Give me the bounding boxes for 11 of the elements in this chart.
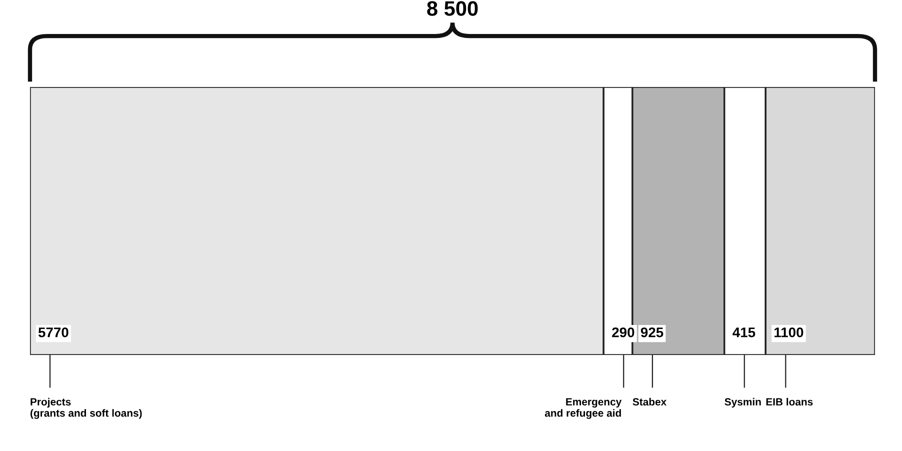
text: EIB loans [766,398,813,406]
text: Projects (grants and soft loans) [30,398,142,419]
data-label: 1100 [774,327,804,338]
text: Emergency and refugee aid [544,398,622,419]
text: 8 500 [427,1,478,16]
text: Sysmin [724,398,761,408]
data-label: 5770 [38,327,68,338]
text: Stabex [632,398,667,406]
data-label: 925 [640,327,664,338]
data-label: 415 [732,328,756,338]
data-label: 290 [612,327,634,338]
